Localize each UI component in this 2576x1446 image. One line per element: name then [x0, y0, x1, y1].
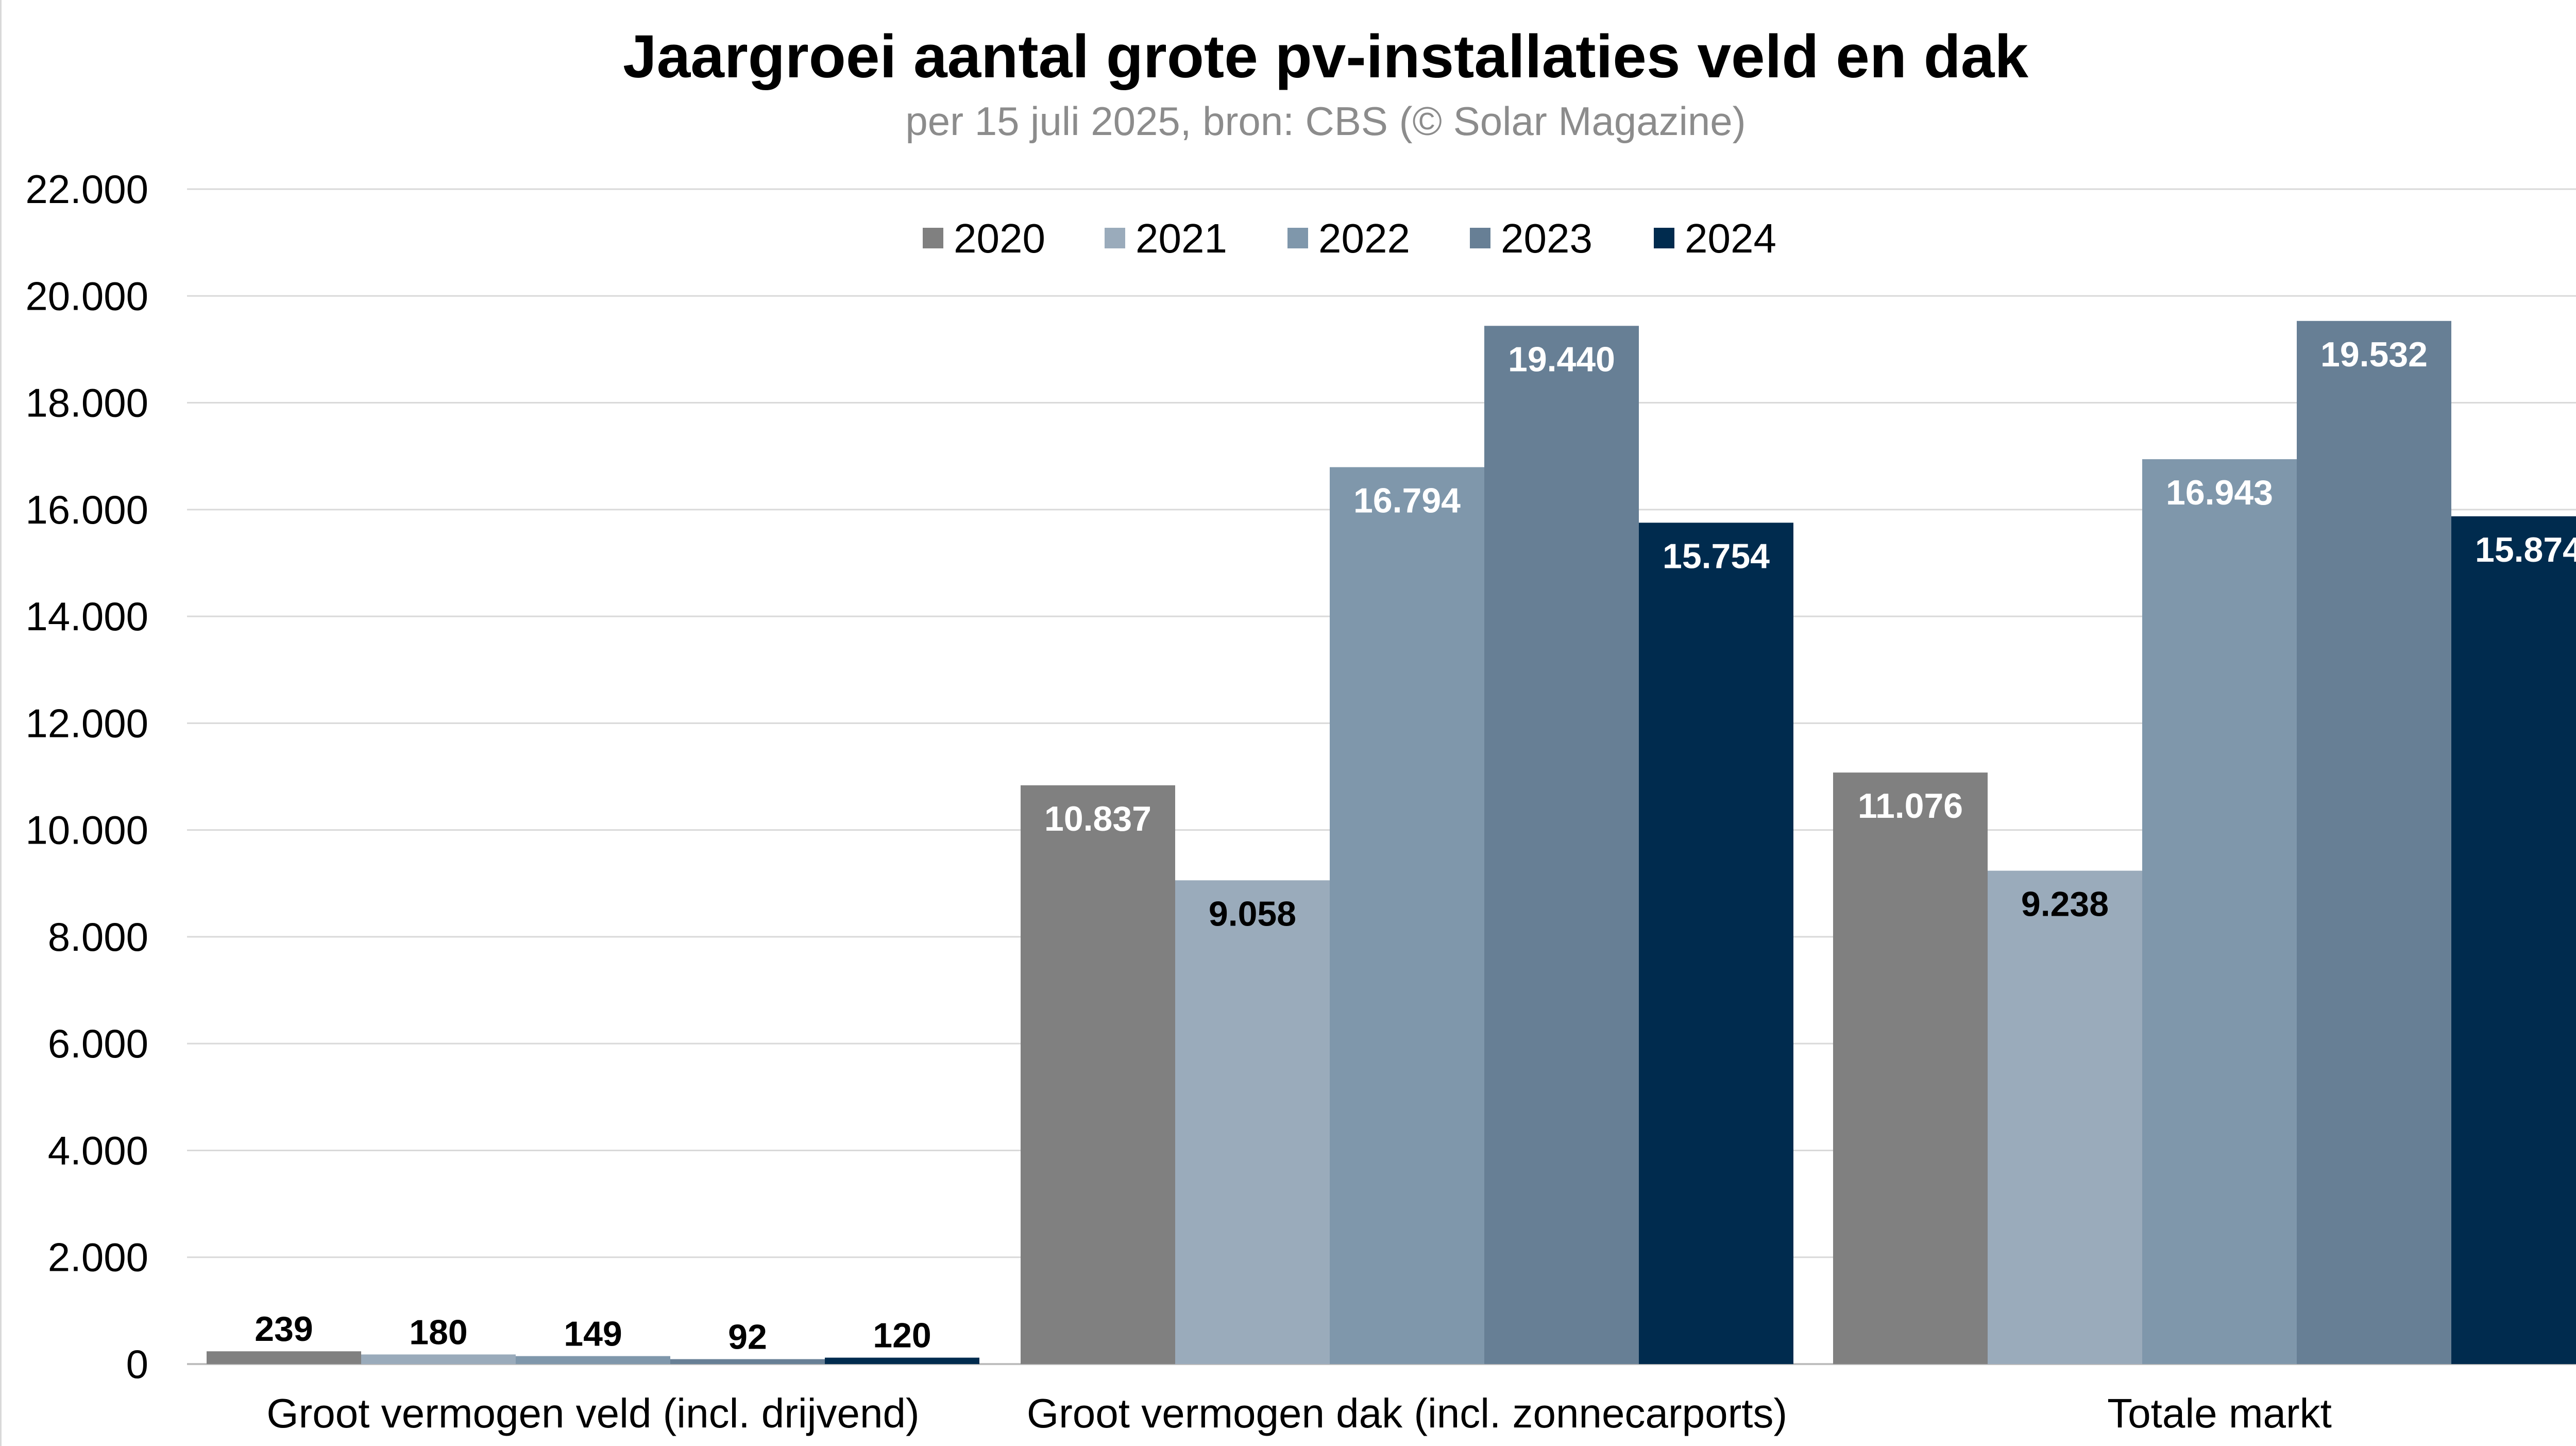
data-label: 19.440 — [1508, 340, 1615, 379]
legend-label-2021: 2021 — [1136, 215, 1227, 261]
y-tick-label: 14.000 — [25, 594, 148, 639]
y-tick-label: 8.000 — [48, 914, 148, 960]
y-tick-label: 18.000 — [25, 380, 148, 426]
data-label: 11.076 — [1858, 786, 1963, 826]
bar-2021-cat-1 — [1175, 880, 1330, 1364]
data-label: 15.874 — [2475, 530, 2576, 569]
legend-swatch-2020 — [923, 228, 943, 248]
bar-2024-cat-1 — [1639, 523, 1793, 1364]
bar-2022-cat-2 — [2142, 459, 2297, 1364]
bar-2024-cat-0 — [825, 1357, 979, 1364]
bar-2020-cat-2 — [1833, 772, 1988, 1364]
chart-subtitle: per 15 juli 2025, bron: CBS (© Solar Mag… — [905, 98, 1745, 144]
bar-2023-cat-2 — [2297, 321, 2451, 1364]
y-tick-label: 6.000 — [48, 1021, 148, 1066]
data-label: 16.794 — [1353, 481, 1461, 520]
y-tick-label: 0 — [126, 1341, 148, 1387]
legend-swatch-2021 — [1105, 228, 1125, 248]
bar-2024-cat-2 — [2451, 516, 2576, 1364]
legend-swatch-2022 — [1287, 228, 1308, 248]
legend-label-2024: 2024 — [1685, 215, 1776, 261]
y-tick-label: 20.000 — [25, 273, 148, 318]
bar-2020-cat-1 — [1021, 785, 1175, 1364]
legend-label-2020: 2020 — [954, 215, 1045, 261]
data-label: 120 — [873, 1316, 931, 1355]
data-labels: 239 180 149 92 120 10.837 9.058 16.794 19.440 15.… — [255, 335, 2576, 1357]
data-label: 19.532 — [2320, 335, 2428, 374]
bar-2022-cat-0 — [516, 1356, 670, 1364]
data-label: 180 — [409, 1313, 467, 1352]
bar-2023-cat-0 — [670, 1359, 825, 1364]
legend-label-2022: 2022 — [1318, 215, 1410, 261]
legend-swatch-2023 — [1470, 228, 1490, 248]
x-category-label: Groot vermogen dak (incl. zonnecarports) — [1027, 1390, 1787, 1436]
y-tick-label: 12.000 — [25, 700, 148, 746]
legend-swatch-2024 — [1654, 228, 1674, 248]
x-axis-categories: Groot vermogen veld (incl. drijvend) Groo… — [266, 1390, 2331, 1436]
data-label: 9.058 — [1209, 894, 1296, 933]
bar-2020-cat-0 — [207, 1351, 361, 1364]
bars — [207, 321, 2576, 1364]
x-category-label: Groot vermogen veld (incl. drijvend) — [266, 1390, 919, 1436]
data-label: 10.837 — [1044, 799, 1151, 838]
y-tick-label: 2.000 — [48, 1235, 148, 1280]
bar-2023-cat-1 — [1484, 326, 1639, 1364]
data-label: 15.754 — [1663, 536, 1770, 576]
data-label: 92 — [728, 1317, 767, 1356]
bar-2022-cat-1 — [1330, 467, 1484, 1364]
data-label: 16.943 — [2166, 473, 2273, 512]
data-label: 149 — [564, 1315, 622, 1354]
y-tick-label: 4.000 — [48, 1128, 148, 1173]
bar-2021-cat-0 — [361, 1354, 516, 1364]
y-tick-label: 16.000 — [25, 487, 148, 532]
x-category-label: Totale markt — [2107, 1390, 2332, 1436]
bar-2021-cat-2 — [1988, 870, 2142, 1364]
data-label: 239 — [255, 1309, 313, 1349]
legend: 2020 2021 2022 2023 2024 — [923, 215, 1776, 261]
data-label: 9.238 — [2021, 885, 2109, 924]
y-axis-ticks: 0 2.000 4.000 6.000 8.000 10.000 12.000 14.000 1… — [25, 166, 148, 1387]
y-tick-label: 22.000 — [25, 166, 148, 212]
chart-title: Jaargroei aantal grote pv-installaties v… — [623, 23, 2028, 91]
legend-label-2023: 2023 — [1501, 215, 1592, 261]
y-tick-label: 10.000 — [25, 808, 148, 853]
